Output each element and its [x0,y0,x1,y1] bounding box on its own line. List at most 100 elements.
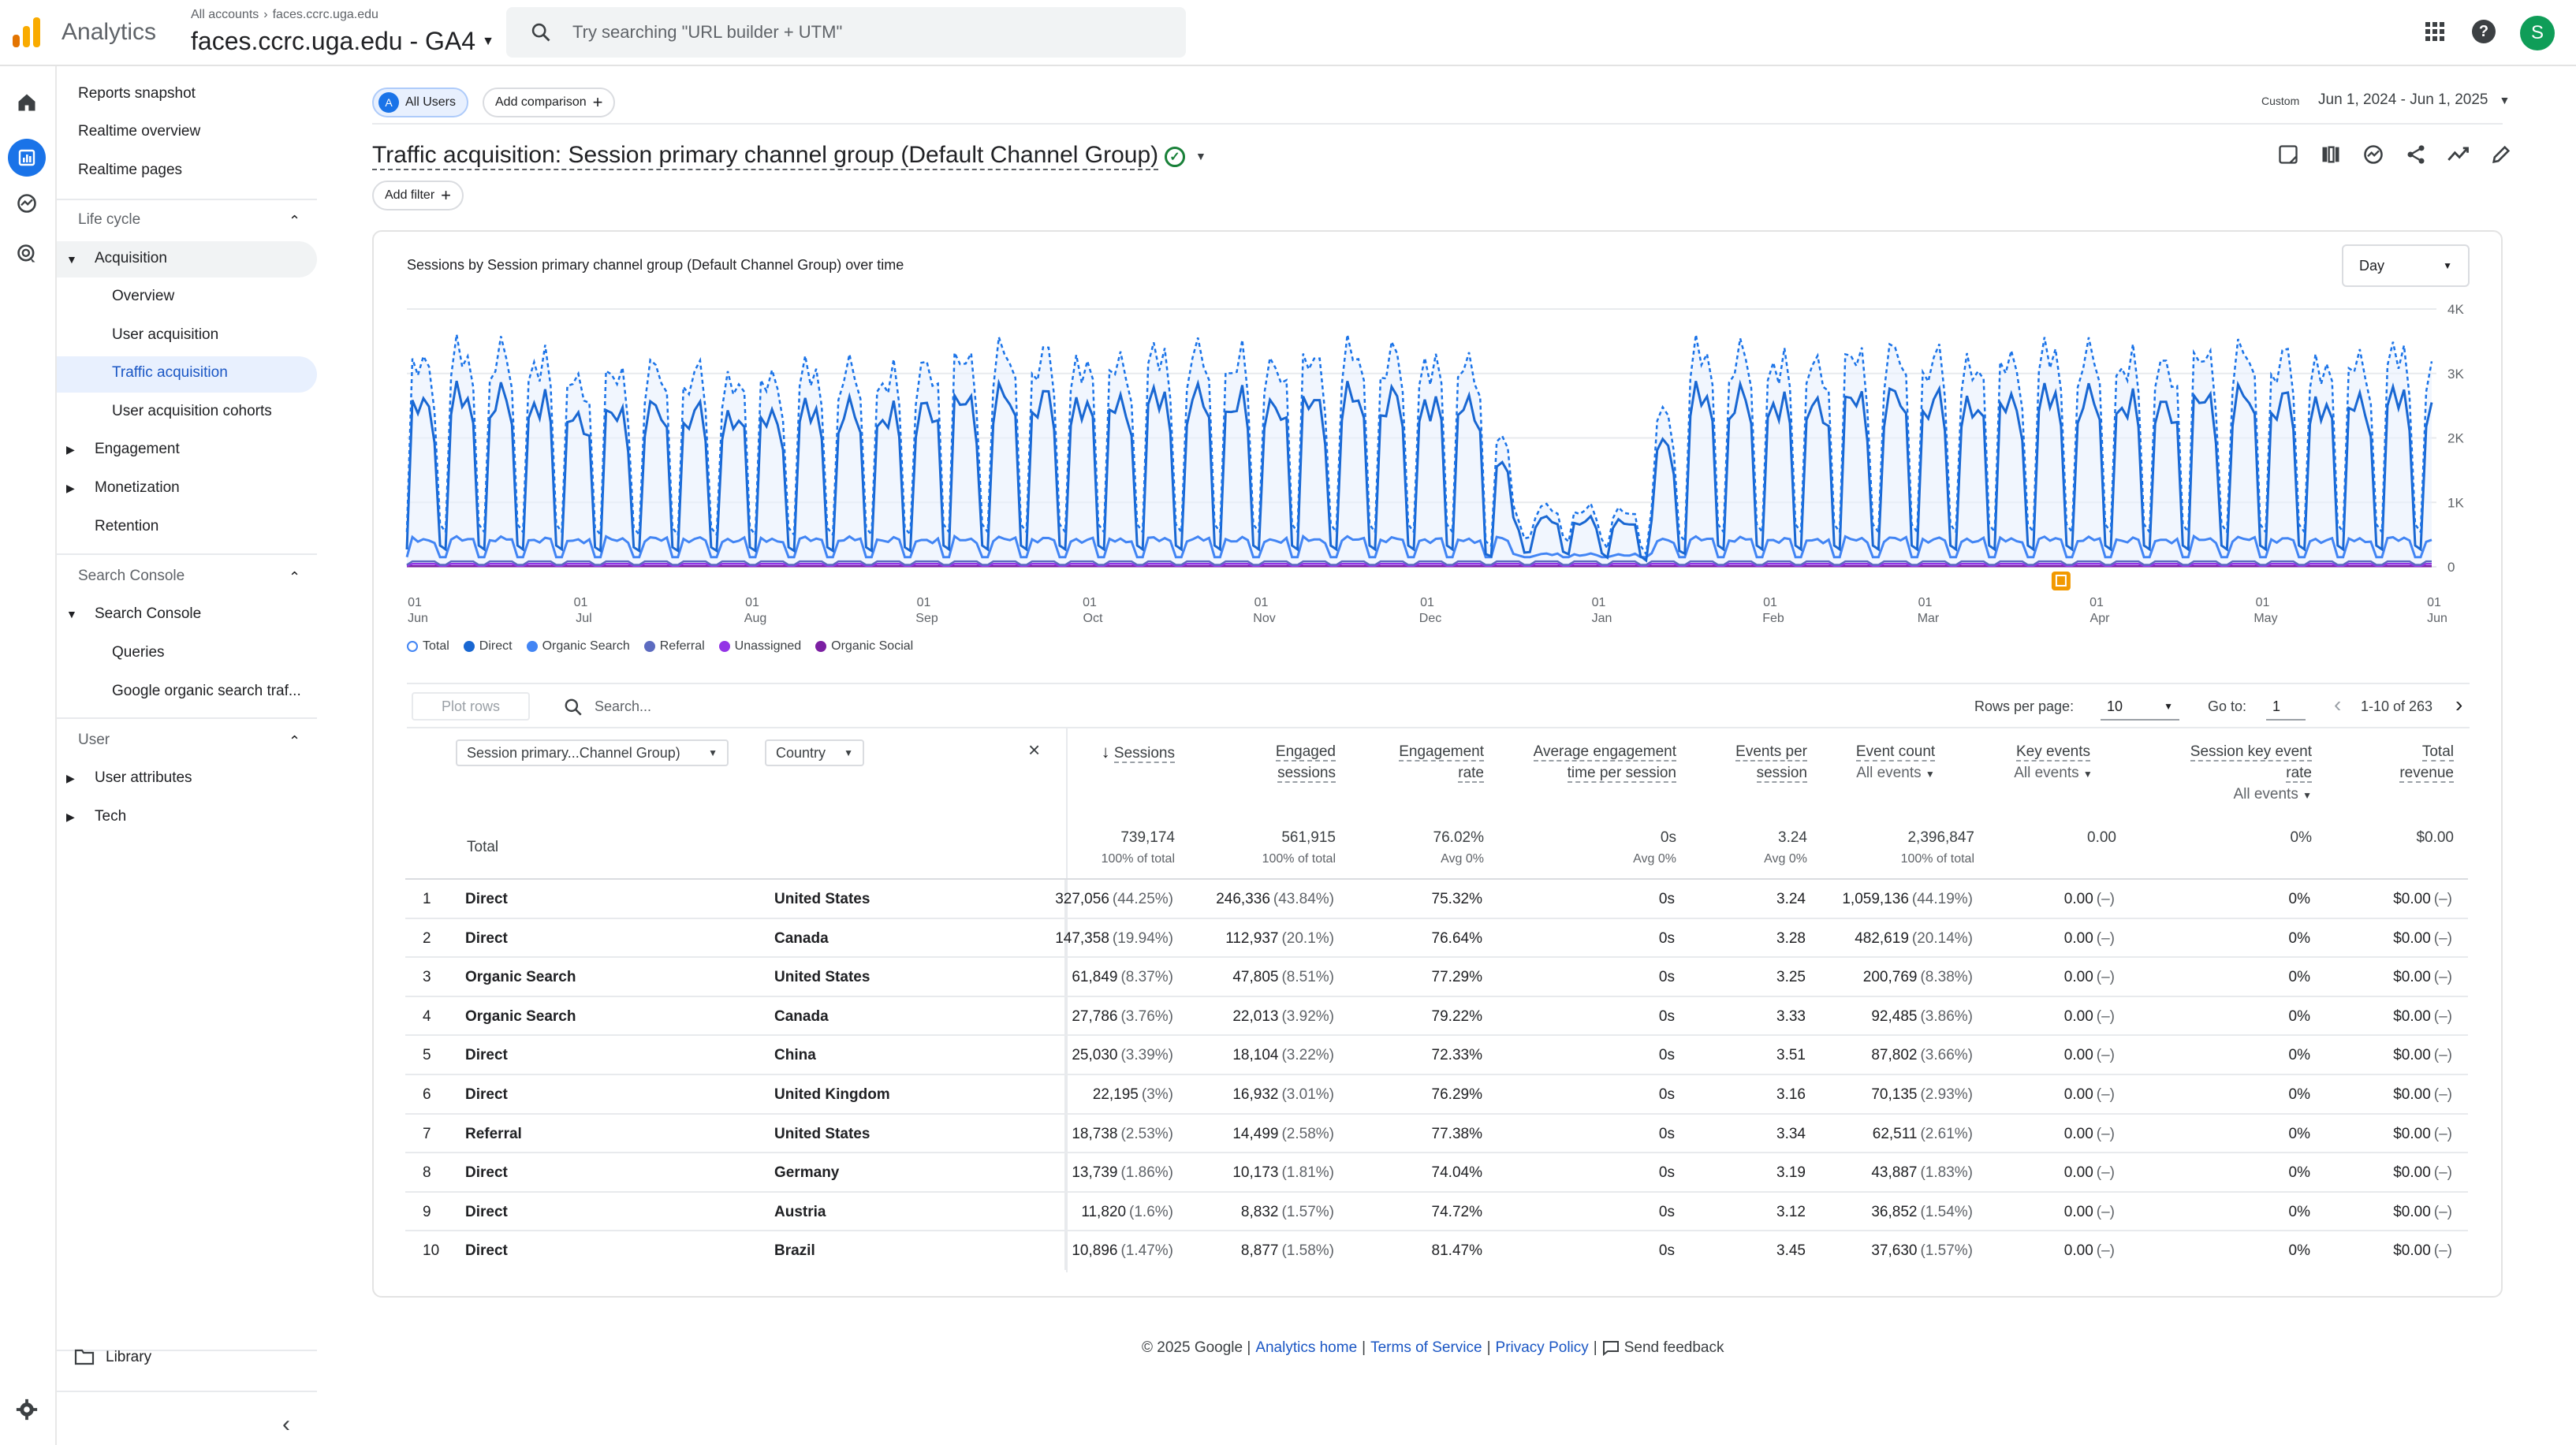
primary-dimension-select[interactable]: Session primary...Channel Group) ▼ [456,739,729,766]
series-total-line[interactable] [405,333,2433,557]
header-engagement-rate[interactable]: Engagement rate [1344,741,1484,784]
legend-direct[interactable]: Direct [463,639,513,654]
nav-engagement[interactable]: Engagement [95,441,180,457]
reports-icon[interactable] [8,139,46,177]
nav-realtime-overview[interactable]: Realtime overview [78,123,201,140]
chevron-up-icon[interactable]: ⌃ [289,733,301,749]
chevron-up-icon[interactable]: ⌃ [289,569,301,585]
section-search-console[interactable]: Search Console [78,568,185,584]
table-row[interactable]: 5 Direct China 25,030 (3.39%) 18,104 (3.22%) 72… [405,1034,2468,1075]
header-event-count[interactable]: Event count All events ▼ [1817,741,1974,785]
table-row[interactable]: 8 Direct Germany 13,739 (1.86%) 10,173 (1.81%)… [405,1152,2468,1193]
trend-icon[interactable] [2443,139,2474,170]
table-row[interactable]: 2 Direct Canada 147,358 (19.94%) 112,937 (20.1… [405,917,2468,958]
nav-user-acquisition-cohorts[interactable]: User acquisition cohorts [112,403,272,419]
remove-dimension-close-icon[interactable]: × [1028,738,1041,762]
legend-unassigned[interactable]: Unassigned [718,639,801,654]
table-search-input[interactable]: Search... [595,698,652,714]
next-page-icon[interactable]: › [2455,692,2463,717]
home-icon[interactable] [11,87,43,118]
section-user[interactable]: User [78,732,110,748]
legend-organic-search[interactable]: Organic Search [526,639,630,654]
compare-columns-icon[interactable] [2315,139,2347,170]
header-avg-engagement-time[interactable]: Average engagement time per session [1493,741,1676,784]
nav-acquisition[interactable]: Acquisition [95,250,167,266]
insights-icon[interactable] [2358,139,2389,170]
avatar[interactable]: S [2520,16,2555,50]
nav-tech[interactable]: Tech [95,808,127,825]
privacy-link[interactable]: Privacy Policy [1495,1339,1589,1356]
granularity-select[interactable]: Day ▼ [2342,244,2470,287]
breadcrumb-account[interactable]: faces.ccrc.uga.edu [272,8,378,21]
legend-referral[interactable]: Referral [643,639,705,654]
nav-reports-snapshot[interactable]: Reports snapshot [78,85,196,102]
event-filter-select[interactable]: All events [2014,765,2079,781]
rows-per-page-select[interactable]: 10 ▼ [2101,694,2179,721]
header-sessions[interactable]: ↓ Sessions [1083,741,1175,764]
nav-traffic-acquisition[interactable]: Traffic acquisition [112,364,228,381]
event-filter-select[interactable]: All events [1856,765,1922,781]
annotation-marker-icon[interactable] [2051,572,2071,590]
section-lifecycle[interactable]: Life cycle [78,211,141,228]
breadcrumb-root[interactable]: All accounts [191,8,259,21]
header-events-per-session[interactable]: Events per session [1686,741,1807,784]
plot-rows-button[interactable]: Plot rows [412,692,530,721]
header-engaged-sessions[interactable]: Engaged sessions [1194,741,1336,784]
nav-overview[interactable]: Overview [112,288,175,304]
title-menu-chevron-icon[interactable]: ▼ [1195,150,1206,162]
page-title[interactable]: Traffic acquisition: Session primary cha… [372,142,1159,170]
table-row[interactable]: 6 Direct United Kingdom 22,195 (3%) 16,932 (3.… [405,1074,2468,1114]
nav-retention[interactable]: Retention [95,518,159,534]
series-organic-search-line[interactable] [405,534,2432,559]
line-chart[interactable]: 4K 3K 2K 1K 0 01 Jun 01 Jul 01 Aug 01 Sep 01 Oct 01 Nov 0… [374,295,2503,642]
breadcrumb[interactable]: All accounts › faces.ccrc.uga.edu [191,8,378,22]
nav-monetization[interactable]: Monetization [95,479,180,496]
collapse-chevron-icon[interactable]: ‹ [282,1411,290,1437]
search-bar[interactable]: Try searching "URL builder + UTM" [506,7,1186,58]
series-direct-line[interactable] [405,378,2433,563]
send-feedback-button[interactable]: Send feedback [1602,1339,1724,1357]
series-referral-line[interactable] [406,560,2432,566]
table-row[interactable]: 1 Direct United States 327,056 (44.25%) 246,3… [405,878,2468,918]
nav-traffic-acquisition-row[interactable] [57,356,317,393]
nav-realtime-pages[interactable]: Realtime pages [78,162,183,178]
table-row[interactable]: 3 Organic Search United States 61,849 (8.37%… [405,956,2468,997]
analytics-home-link[interactable]: Analytics home [1255,1339,1358,1356]
table-row[interactable]: 4 Organic Search Canada 27,786 (3.76%) 22,013… [405,995,2468,1036]
nav-search-console[interactable]: Search Console [95,605,202,622]
header-session-key-event-rate[interactable]: Session key event rate All events ▼ [2131,741,2312,806]
previous-page-icon[interactable]: ‹ [2334,692,2342,717]
apps-grid-icon[interactable] [2419,16,2451,47]
date-range-picker[interactable]: Jun 1, 2024 - Jun 1, 2025 ▼ [2318,91,2510,109]
settings-gear-icon[interactable] [11,1394,43,1425]
secondary-dimension-select[interactable]: Country ▼ [765,739,864,766]
legend-organic-social[interactable]: Organic Social [815,639,913,654]
goto-input[interactable]: 1 [2266,694,2306,721]
nav-acquisition-row[interactable] [57,241,317,277]
legend-total[interactable]: Total [407,639,449,654]
chevron-up-icon[interactable]: ⌃ [289,213,301,229]
customize-pencil-icon[interactable] [2485,139,2517,170]
explore-icon[interactable] [11,188,43,219]
table-row[interactable]: 7 Referral United States 18,738 (2.53%) 14,49… [405,1112,2468,1153]
terms-link[interactable]: Terms of Service [1370,1339,1482,1356]
add-comparison-button[interactable]: Add comparison + [483,88,616,117]
nav-user-acquisition[interactable]: User acquisition [112,326,219,343]
table-row[interactable]: 10 Direct Brazil 10,896 (1.47%) 8,877 (1.58%) 8… [405,1230,2468,1271]
series-unassigned-line[interactable] [406,563,2432,568]
property-selector[interactable]: faces.ccrc.uga.edu - GA4 ▼ [191,27,494,56]
nav-queries[interactable]: Queries [112,644,165,661]
add-filter-button[interactable]: Add filter + [372,181,464,210]
help-icon[interactable]: ? [2468,16,2500,47]
nav-library[interactable]: Library [106,1349,152,1365]
table-row[interactable]: 9 Direct Austria 11,820 (1.6%) 8,832 (1.57%) 74… [405,1190,2468,1231]
all-users-chip[interactable]: A All Users [372,88,469,117]
nav-google-organic-search-traffic[interactable]: Google organic search traf... [112,683,301,699]
edit-comparisons-icon[interactable] [2272,139,2304,170]
header-total-revenue[interactable]: Total revenue [2329,741,2454,784]
event-filter-select[interactable]: All events [2233,786,2298,803]
nav-user-attributes[interactable]: User attributes [95,769,192,786]
share-icon[interactable] [2400,139,2432,170]
advertising-icon[interactable] [11,238,43,270]
header-key-events[interactable]: Key events All events ▼ [1990,741,2116,785]
